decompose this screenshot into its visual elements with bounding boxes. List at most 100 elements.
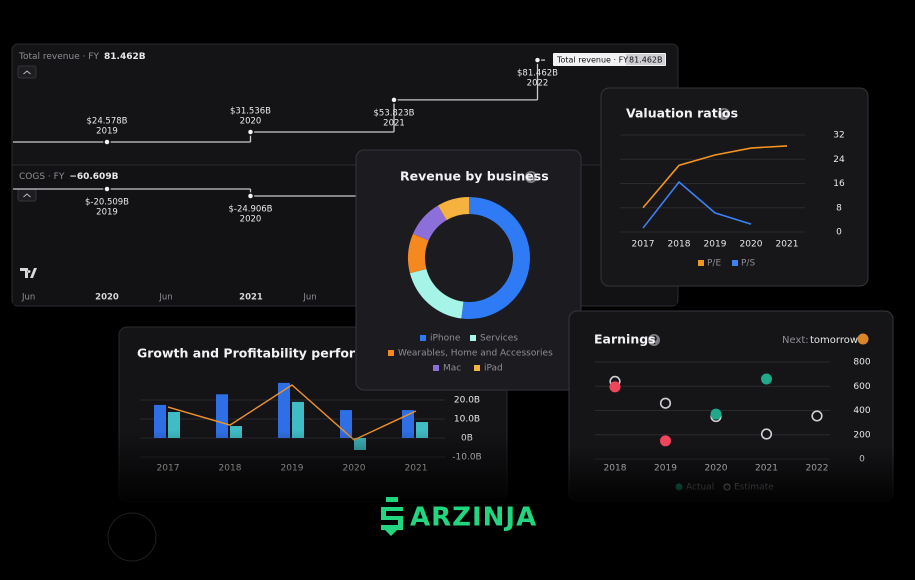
bar: [292, 401, 304, 438]
series-title: Total revenue · FY 81.462B: [18, 52, 146, 62]
brand-icon: [381, 497, 403, 536]
bar: [154, 404, 166, 438]
valuation-card: Valuation ratios 0 8 16 24 32 2017 2018 2019 2020…: [600, 87, 869, 287]
earnings-point: [811, 410, 823, 422]
time-axis-label: Jun: [158, 293, 172, 303]
current-value: −60.609B: [69, 172, 118, 182]
legend-label: iPhone: [430, 334, 461, 344]
time-axis-label: 2020: [95, 293, 119, 303]
legend-label: Wearables, Home and Accessories: [398, 349, 553, 359]
time-axis-label: Jun: [21, 293, 35, 303]
series-line: [642, 180, 752, 229]
legend-label: Mac: [443, 364, 461, 374]
donut-segment: [437, 197, 469, 221]
earnings-point: [710, 408, 722, 420]
y-tick-label: 200: [853, 430, 870, 440]
legend-swatch: [420, 335, 426, 341]
series-name: Total revenue · FY: [18, 52, 99, 62]
data-point: [103, 138, 111, 146]
fade-overlay: [568, 445, 895, 505]
y-tick-label: 0: [836, 228, 842, 238]
next-label: Next:: [782, 335, 809, 346]
earnings-point: [761, 373, 772, 385]
earnings-point: [609, 381, 621, 393]
price-tag-name: Total revenue · FY: [556, 56, 628, 65]
donut-segment: [413, 205, 447, 241]
fade-overlay: [118, 430, 510, 505]
y-tick-label: 32: [833, 131, 844, 141]
company-icon: [857, 333, 869, 345]
legend-label: iPad: [484, 364, 503, 374]
value-label: $24.578B: [87, 117, 128, 127]
x-tick-label: 2019: [704, 240, 727, 250]
y-tick-label: 24: [833, 155, 845, 165]
legend-label: Services: [480, 334, 518, 344]
value-label: $81.462B: [517, 69, 558, 79]
card-title: Valuation ratios: [626, 106, 738, 121]
collapse-button[interactable]: [17, 188, 37, 202]
legend-swatch: [732, 260, 738, 266]
time-axis-label: 2021: [239, 293, 263, 303]
value-label: $-20.509B: [85, 198, 129, 208]
help-icon[interactable]: [525, 171, 537, 183]
series-title: COGS · FY −60.609B: [19, 172, 119, 182]
panel: [355, 149, 582, 391]
legend-swatch: [474, 365, 480, 371]
y-tick-label: 10.0B: [454, 415, 480, 425]
year-label: 2019: [96, 127, 118, 137]
price-tag-value-box: [626, 54, 665, 65]
value-label: $53.823B: [374, 108, 415, 118]
decor-circle: [107, 512, 157, 562]
collapse-button[interactable]: [17, 65, 37, 79]
legend-label: P/S: [741, 259, 755, 269]
y-tick-label: 8: [836, 203, 842, 213]
data-point: [246, 192, 255, 200]
value-label: $31.536B: [230, 106, 271, 116]
legend-label: P/E: [707, 259, 721, 269]
bar: [278, 382, 290, 438]
price-tag-value: 81.462B: [629, 56, 662, 65]
value-label: $-24.906B: [228, 205, 272, 215]
y-tick-label: 800: [853, 358, 870, 368]
current-value: 81.462B: [104, 52, 146, 62]
time-axis-label: Jun: [302, 293, 316, 303]
earnings-point: [660, 435, 671, 447]
y-tick-label: 20.0B: [454, 396, 480, 406]
legend-swatch: [433, 365, 439, 371]
data-point: [103, 185, 111, 193]
panel: [600, 87, 869, 287]
brand-logo: ARZINJA: [381, 497, 536, 536]
x-tick-label: 2018: [668, 240, 691, 250]
data-point: [533, 56, 542, 64]
x-tick-label: 2017: [632, 240, 655, 250]
chevron-icon: [23, 193, 31, 198]
earnings-point: [760, 428, 773, 440]
card-title: Growth and Profitability performance: [137, 346, 401, 361]
y-tick-label: 400: [853, 406, 870, 416]
x-tick-label: 2021: [776, 240, 799, 250]
x-tick-label: 2020: [740, 240, 763, 250]
help-icon[interactable]: [718, 108, 730, 120]
revenue-by-business-card: Revenue by business iPhone Services Wearabl…: [355, 149, 582, 391]
series-name: COGS · FY: [19, 172, 65, 182]
chevron-icon: [23, 70, 31, 75]
next-value: tomorrow: [810, 335, 858, 346]
tv-logo: [20, 268, 37, 278]
donut-segment: [409, 268, 464, 319]
year-label: 2020: [240, 215, 262, 225]
year-label: 2020: [240, 116, 262, 126]
bar: [216, 394, 228, 438]
year-label: 2019: [96, 208, 118, 218]
legend-swatch: [388, 350, 394, 356]
help-icon[interactable]: [648, 334, 660, 346]
series-line: [642, 145, 788, 209]
y-tick-label: 16: [833, 179, 845, 189]
year-label: 2021: [383, 118, 405, 128]
card-title: Earnings: [594, 332, 656, 347]
year-label: 2022: [527, 79, 549, 89]
data-point: [390, 96, 398, 104]
legend-swatch: [698, 260, 704, 266]
card-title: Revenue by business: [400, 169, 549, 184]
